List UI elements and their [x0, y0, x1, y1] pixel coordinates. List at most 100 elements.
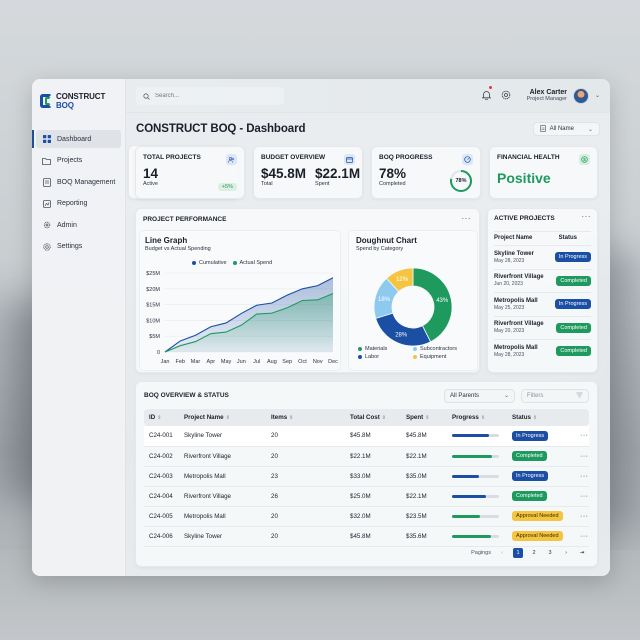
svg-text:Nov: Nov [313, 359, 323, 365]
svg-text:Mar: Mar [191, 359, 201, 365]
settings-gear-icon[interactable] [501, 87, 511, 105]
kpi-total-projects: TOTAL PROJECTS 14 Active +5% [135, 146, 245, 199]
more-options-icon[interactable]: ··· [461, 214, 471, 223]
search-box[interactable] [136, 86, 284, 105]
sidebar-item-dashboard[interactable]: Dashboard [32, 130, 121, 148]
name-filter-select[interactable]: All Name ⌄ [532, 122, 600, 136]
row-actions[interactable]: ··· [580, 426, 589, 447]
logo[interactable]: CONSTRUCT BOQ [32, 87, 125, 113]
svg-text:$25M: $25M [146, 271, 160, 277]
list-item[interactable]: Riverfront Village Jun 20, 2023 Completed [494, 268, 591, 293]
list-item[interactable]: Metropolis Mall May 25, 2023 In Progress [494, 292, 591, 316]
column-spent[interactable]: Spent ⇕ [406, 409, 452, 426]
cell-id: C24-002 [144, 446, 184, 467]
sidebar-item-boq-management[interactable]: BOQ Management [36, 173, 121, 191]
svg-text:Jul: Jul [253, 359, 260, 365]
row-actions[interactable]: ··· [580, 526, 589, 547]
cell-progress [452, 506, 512, 527]
cell-status: Completed [512, 446, 580, 467]
doughnut-chart: 43% 28% 18% 12% [373, 267, 453, 347]
table-row[interactable]: C24-003 Metropolis Mall 23 $33.0M $35.0M In P… [144, 466, 589, 487]
document-icon [42, 177, 51, 187]
column-total-cost[interactable]: Total Cost ⇕ [350, 409, 406, 426]
avatar[interactable] [572, 87, 589, 104]
more-options-icon[interactable]: ··· [581, 212, 591, 221]
chevron-down-icon[interactable]: ⌄ [594, 93, 600, 99]
sidebar-item-admin[interactable]: Admin [36, 216, 121, 234]
table-row[interactable]: C24-002 Riverfront Village 20 $22.1M $22.1M C… [144, 446, 589, 467]
sidebar-item-label: Dashboard [57, 135, 92, 143]
prev-page-button[interactable]: ‹ [501, 550, 503, 556]
column-id[interactable]: ID ⇕ [144, 409, 184, 426]
topbar: Alex Carter Project Manager ⌄ [126, 79, 610, 113]
cell-project-name: Riverfront Village [184, 486, 271, 507]
user-menu[interactable]: Alex Carter Project Manager ⌄ [527, 87, 600, 104]
sidebar-item-settings[interactable]: Settings [36, 238, 121, 256]
chevron-down-icon: ⌄ [503, 393, 509, 399]
more-options-icon[interactable]: ··· [580, 452, 589, 460]
list-item[interactable]: Riverfront Village May 20, 2023 Completed [494, 315, 591, 340]
line-chart: 0 $5M $10M $15M $20M $25M Jan Feb Mar Apr May Jun Ju… [146, 271, 338, 365]
column-items[interactable]: Items ⇕ [271, 409, 350, 426]
more-options-icon[interactable]: ··· [580, 432, 589, 440]
progress-bar [452, 474, 499, 478]
parents-select[interactable]: All Parents ⌄ [444, 388, 515, 403]
svg-text:$15M: $15M [146, 303, 160, 309]
last-page-button[interactable]: ⇥ [579, 550, 585, 556]
column-progress[interactable]: Progress ⇕ [452, 409, 512, 426]
line-graph-card: Line Graph Budget vs Actual Spending Cum… [139, 230, 341, 371]
cell-spent: $22.1M [406, 446, 452, 467]
project-date: May 28, 2023 [494, 257, 525, 264]
column-status[interactable]: Status ⇕ [512, 409, 580, 426]
cell-total-cost: $32.0M [350, 506, 406, 527]
list-item[interactable]: Skyline Tower May 28, 2023 In Progress [494, 245, 591, 269]
svg-text:18%: 18% [378, 297, 391, 303]
search-input[interactable] [155, 92, 275, 99]
sort-icon: ⇕ [225, 415, 230, 421]
legend-materials: Materials [358, 346, 413, 352]
status-badge: Approval Needed [512, 511, 563, 521]
cell-status: In Progress [512, 426, 580, 447]
notification-bell-icon[interactable] [481, 85, 492, 105]
row-actions[interactable]: ··· [580, 486, 589, 507]
svg-text:Sep: Sep [282, 359, 292, 365]
cell-progress [452, 426, 512, 447]
more-options-icon[interactable]: ··· [580, 492, 589, 500]
sidebar-item-projects[interactable]: Projects [36, 152, 121, 170]
sidebar-item-reporting[interactable]: Reporting [36, 195, 121, 213]
topbar-actions: Alex Carter Project Manager ⌄ [481, 85, 600, 105]
next-page-button[interactable]: › [565, 550, 567, 556]
table-row[interactable]: C24-006 Skyline Tower 20 $45.8M $35.6M Approv… [144, 526, 589, 547]
row-actions[interactable]: ··· [580, 446, 589, 467]
row-actions[interactable]: ··· [580, 466, 589, 487]
more-options-icon[interactable]: ··· [580, 532, 589, 540]
boq-progress-value: 78% [379, 166, 407, 181]
sidebar: CONSTRUCT BOQ Dashboard Projects BOQ Man… [32, 79, 126, 576]
page-1-button[interactable]: 1 [513, 548, 523, 558]
filters-input[interactable]: Filters [521, 388, 589, 403]
status-badge: In Progress [512, 430, 549, 441]
project-date: May 20, 2023 [494, 328, 525, 335]
page-3-button[interactable]: 3 [548, 550, 552, 556]
sort-icon: ⇕ [480, 415, 486, 421]
svg-text:Oct: Oct [298, 359, 307, 365]
column-project-name[interactable]: Project Name ⇕ [184, 409, 271, 426]
more-options-icon[interactable]: ··· [580, 472, 589, 480]
row-actions[interactable]: ··· [580, 506, 589, 527]
more-options-icon[interactable]: ··· [580, 512, 589, 520]
chevron-down-icon: ⌄ [587, 126, 593, 133]
section-title: BOQ OVERVIEW & STATUS [144, 392, 229, 399]
svg-text:Aug: Aug [267, 359, 277, 365]
cell-total-cost: $25.0M [350, 486, 406, 507]
project-name: Metropolis Mall [494, 297, 538, 304]
table-row[interactable]: C24-004 Riverfront Village 26 $25.0M $22.1M C… [144, 486, 589, 507]
section-title: ACTIVE PROJECTS [494, 215, 555, 222]
svg-text:0: 0 [157, 350, 160, 356]
svg-text:$: $ [583, 157, 586, 162]
table-row[interactable]: C24-005 Metropolis Mall 20 $32.0M $23.5M Appr… [144, 506, 589, 527]
cell-project-name: Metropolis Mall [184, 466, 271, 487]
table-row[interactable]: C24-001 Skyline Tower 20 $45.8M $45.8M In Pro… [144, 426, 589, 447]
page-2-button[interactable]: 2 [532, 550, 536, 556]
doughnut-chart-card: Doughnut Chart Spend by Category 43% 28% 1… [348, 230, 478, 371]
list-item[interactable]: Metropolis Mall May 28, 2023 Completed [494, 339, 591, 363]
